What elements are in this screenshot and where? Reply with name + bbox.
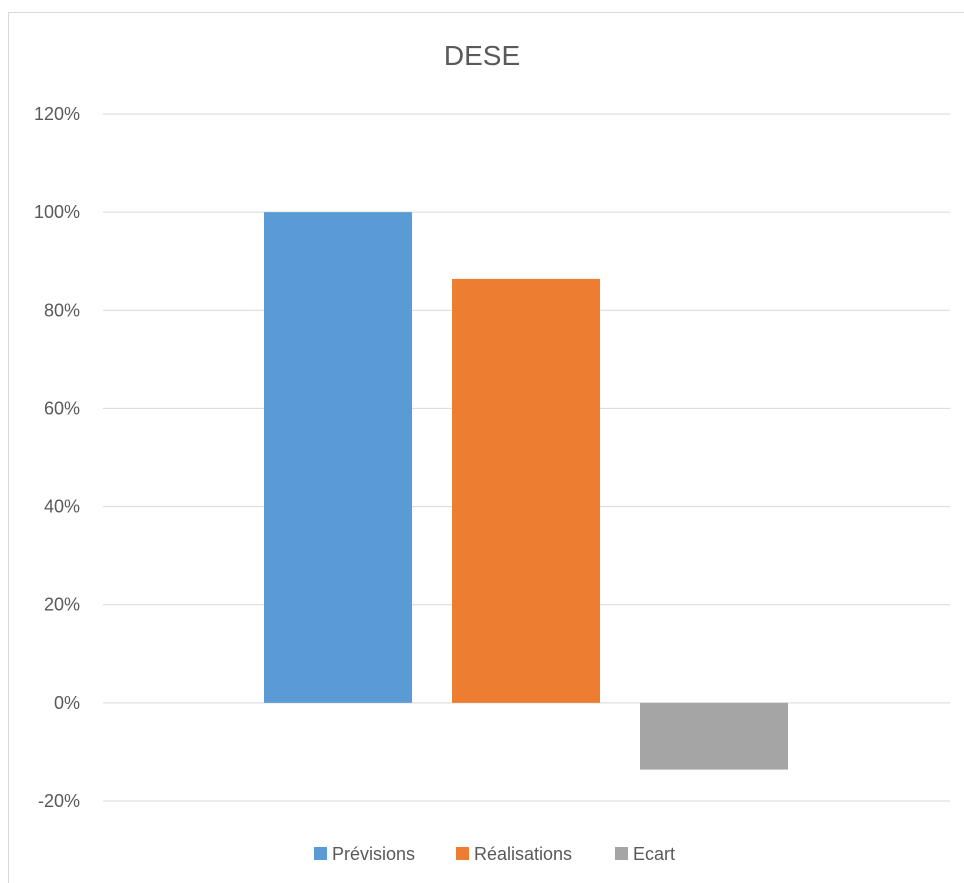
y-tick-label: 120% [34,104,80,124]
y-tick-label: 40% [44,497,80,517]
bar-realisations [452,278,600,703]
legend-swatch [615,847,628,860]
legend-label: Prévisions [332,844,415,864]
y-tick-label: 0% [54,693,80,713]
bar-ecart [640,702,788,770]
y-tick-label: -20% [38,791,80,811]
legend-label: Ecart [633,844,675,864]
y-tick-label: 100% [34,202,80,222]
y-tick-label: 60% [44,398,80,418]
y-tick-label: 80% [44,300,80,320]
legend-swatch [456,847,469,860]
legend-label: Réalisations [474,844,572,864]
legend-swatch [314,847,327,860]
bar-previsions [264,212,412,703]
chart-title: DESE [443,40,521,71]
y-tick-label: 20% [44,595,80,615]
